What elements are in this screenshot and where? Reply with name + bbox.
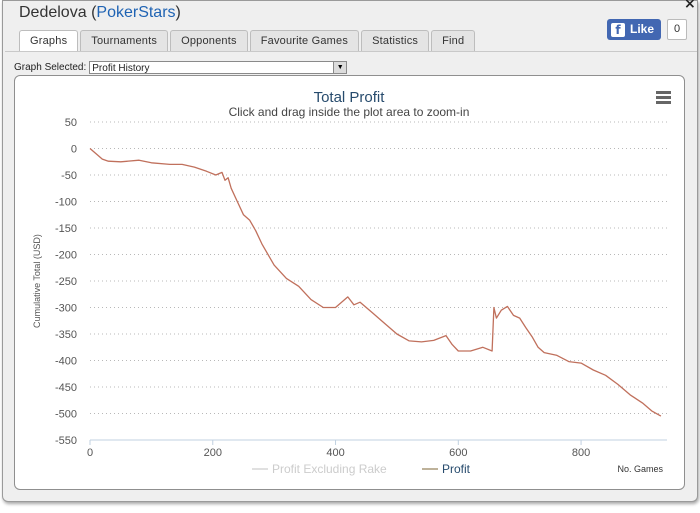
chart-title: Total Profit [314,89,386,106]
tab-favourite-games[interactable]: Favourite Games [249,30,360,51]
close-icon[interactable]: × [684,0,696,12]
chart-subtitle: Click and drag inside the plot area to z… [229,105,470,119]
menu-bar [656,91,671,94]
tab-opponents[interactable]: Opponents [170,30,248,51]
graph-select-value: Profit History [92,63,150,74]
y-tick-label: -550 [55,435,77,447]
x-axis-title: No. Games [617,464,663,474]
graph-selector-label: Graph Selected: [14,62,87,73]
facebook-like-widget: f Like 0 [607,19,688,40]
y-tick-label: 50 [65,117,77,129]
y-tick-label: -300 [55,303,77,315]
tab-statistics[interactable]: Statistics [361,30,430,51]
y-tick-label: 0 [71,144,77,156]
player-title: Dedelova (PokerStars) [19,4,181,22]
y-tick-label: -100 [55,197,77,209]
x-tick-label: 600 [449,447,467,459]
y-tick-label: -400 [55,356,77,368]
y-tick-label: -350 [55,329,77,341]
facebook-like-label: Like [630,22,655,36]
y-tick-label: -200 [55,250,77,262]
facebook-icon: f [611,22,625,37]
site-link-wrapper: (PokerStars) [91,4,181,21]
facebook-like-count: 0 [667,19,688,40]
tab-tournaments[interactable]: Tournaments [80,30,169,51]
tab-graphs[interactable]: Graphs [19,30,79,52]
y-tick-label: -500 [55,409,77,421]
y-tick-label: -50 [61,170,77,182]
legend-item[interactable]: Profit Excluding Rake [272,462,387,476]
y-axis-title: Cumulative Total (USD) [32,234,42,328]
graph-select-dropdown[interactable]: Profit History ▼ [89,61,348,74]
x-tick-label: 200 [204,447,222,459]
series-line-profit [89,148,662,417]
y-tick-label: -250 [55,276,77,288]
tab-find[interactable]: Find [431,30,476,51]
chart-panel[interactable]: Total Profit Click and drag inside the pl… [14,75,685,490]
menu-bar [656,96,671,99]
x-tick-label: 0 [87,447,93,459]
site-link[interactable]: PokerStars [96,4,176,21]
x-tick-label: 800 [572,447,590,459]
player-name: Dedelova [19,4,87,21]
chevron-down-icon[interactable]: ▼ [333,62,347,73]
tab-divider [5,51,697,52]
menu-bar [656,101,671,104]
chart-menu-icon[interactable] [656,91,671,104]
graph-selector: Graph Selected: Profit History ▼ [14,61,348,74]
facebook-like-button[interactable]: f Like [607,19,662,40]
tab-bar: Graphs Tournaments Opponents Favourite G… [19,30,477,52]
y-tick-label: -450 [55,382,77,394]
legend-item[interactable]: Profit [442,462,471,476]
x-tick-label: 400 [326,447,344,459]
y-tick-label: -150 [55,223,77,235]
